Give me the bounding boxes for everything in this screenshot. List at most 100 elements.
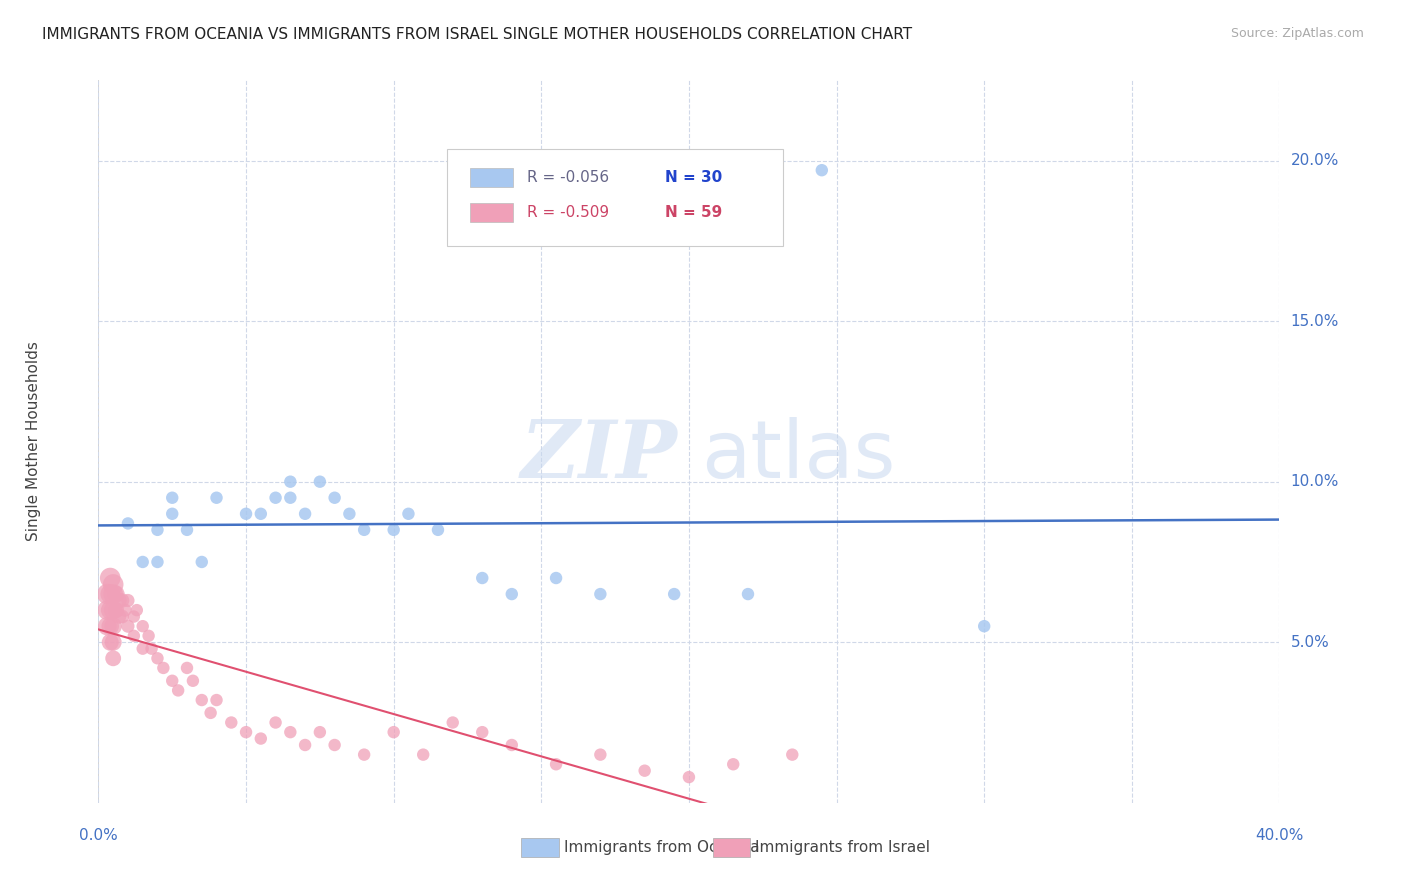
Point — [250, 731, 273, 746]
Point — [103, 577, 125, 591]
Point — [382, 725, 405, 739]
Text: Single Mother Households: Single Mother Households — [25, 342, 41, 541]
Point — [117, 593, 139, 607]
Text: Immigrants from Israel: Immigrants from Israel — [755, 840, 931, 855]
FancyBboxPatch shape — [471, 169, 513, 187]
Point — [96, 587, 118, 601]
Point — [141, 641, 163, 656]
Point — [205, 693, 228, 707]
Point — [309, 725, 332, 739]
Point — [98, 571, 121, 585]
Point — [250, 507, 273, 521]
Point — [737, 587, 759, 601]
Point — [191, 555, 214, 569]
FancyBboxPatch shape — [471, 203, 513, 222]
Text: 0.0%: 0.0% — [79, 828, 118, 843]
Point — [132, 619, 155, 633]
Point — [589, 587, 612, 601]
Point — [103, 619, 125, 633]
Point — [441, 715, 464, 730]
Point — [471, 571, 494, 585]
Point — [546, 571, 568, 585]
Point — [398, 507, 420, 521]
Text: 40.0%: 40.0% — [1256, 828, 1303, 843]
Point — [191, 693, 214, 707]
Point — [235, 507, 257, 521]
Point — [339, 507, 361, 521]
Point — [146, 555, 169, 569]
Point — [782, 747, 804, 762]
Point — [152, 661, 174, 675]
Point — [111, 593, 134, 607]
Point — [678, 770, 700, 784]
Point — [98, 603, 121, 617]
Point — [589, 747, 612, 762]
Point — [108, 609, 131, 624]
Point — [427, 523, 450, 537]
FancyBboxPatch shape — [713, 838, 751, 857]
Point — [105, 603, 128, 617]
Point — [221, 715, 243, 730]
Point — [132, 555, 155, 569]
Point — [294, 738, 316, 752]
Point — [103, 635, 125, 649]
Point — [111, 609, 134, 624]
Point — [634, 764, 657, 778]
Text: N = 30: N = 30 — [665, 170, 723, 186]
Point — [125, 603, 148, 617]
Point — [264, 715, 287, 730]
Point — [205, 491, 228, 505]
Point — [96, 603, 118, 617]
Point — [176, 661, 198, 675]
Text: Source: ZipAtlas.com: Source: ZipAtlas.com — [1230, 27, 1364, 40]
Point — [501, 738, 523, 752]
Text: R = -0.509: R = -0.509 — [527, 205, 624, 220]
Point — [264, 491, 287, 505]
Text: Immigrants from Oceania: Immigrants from Oceania — [564, 840, 759, 855]
Text: 15.0%: 15.0% — [1291, 314, 1339, 328]
Point — [162, 673, 183, 688]
Point — [96, 619, 118, 633]
Point — [200, 706, 222, 720]
Point — [412, 747, 434, 762]
Text: IMMIGRANTS FROM OCEANIA VS IMMIGRANTS FROM ISRAEL SINGLE MOTHER HOUSEHOLDS CORRE: IMMIGRANTS FROM OCEANIA VS IMMIGRANTS FR… — [42, 27, 912, 42]
Text: R = -0.056: R = -0.056 — [527, 170, 624, 186]
Point — [146, 651, 169, 665]
Point — [167, 683, 190, 698]
Point — [122, 609, 145, 624]
Point — [162, 507, 183, 521]
Text: N = 59: N = 59 — [665, 205, 723, 220]
Point — [132, 641, 155, 656]
Point — [146, 523, 169, 537]
FancyBboxPatch shape — [522, 838, 560, 857]
Point — [235, 725, 257, 739]
FancyBboxPatch shape — [447, 149, 783, 246]
Point — [973, 619, 995, 633]
Point — [114, 603, 136, 617]
Text: 5.0%: 5.0% — [1291, 635, 1329, 649]
Point — [309, 475, 332, 489]
Point — [103, 603, 125, 617]
Point — [471, 725, 494, 739]
Point — [280, 725, 302, 739]
Point — [138, 629, 160, 643]
Point — [664, 587, 686, 601]
Point — [353, 747, 375, 762]
Point — [98, 587, 121, 601]
Point — [108, 593, 131, 607]
Point — [280, 475, 302, 489]
Point — [353, 523, 375, 537]
Point — [105, 587, 128, 601]
Point — [382, 523, 405, 537]
Point — [501, 587, 523, 601]
Point — [98, 619, 121, 633]
Point — [546, 757, 568, 772]
Point — [98, 635, 121, 649]
Point — [117, 516, 139, 531]
Point — [162, 491, 183, 505]
Point — [181, 673, 204, 688]
Point — [117, 619, 139, 633]
Text: atlas: atlas — [700, 417, 896, 495]
Point — [103, 651, 125, 665]
Point — [810, 163, 832, 178]
